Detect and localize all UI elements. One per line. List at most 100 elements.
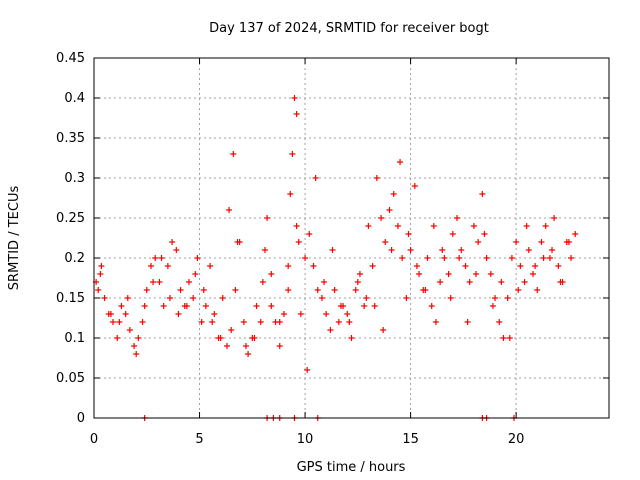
data-point <box>504 295 511 301</box>
data-point <box>390 191 397 197</box>
y-tick-label: 0.35 <box>56 131 85 146</box>
data-point <box>202 303 209 309</box>
data-point <box>386 207 393 213</box>
data-point <box>150 279 157 285</box>
data-point <box>323 311 330 317</box>
data-point <box>437 279 444 285</box>
data-point <box>306 231 313 237</box>
data-point <box>166 295 173 301</box>
data-point <box>500 335 507 341</box>
data-point <box>369 263 376 269</box>
data-point <box>192 271 199 277</box>
data-point <box>487 271 494 277</box>
data-point <box>156 279 163 285</box>
y-tick-label: 0 <box>77 411 85 426</box>
x-tick-label: 5 <box>195 432 203 447</box>
data-point <box>458 247 465 253</box>
data-point <box>310 263 317 269</box>
y-tick-label: 0.25 <box>56 211 85 226</box>
data-point <box>466 279 473 285</box>
data-point <box>175 311 182 317</box>
data-point <box>521 279 528 285</box>
data-point <box>403 295 410 301</box>
data-point <box>399 255 406 261</box>
data-point <box>194 255 201 261</box>
data-point <box>441 255 448 261</box>
data-point <box>198 319 205 325</box>
data-point <box>217 335 224 341</box>
data-point <box>424 255 431 261</box>
data-point <box>124 295 131 301</box>
data-point <box>413 263 420 269</box>
data-point <box>280 311 287 317</box>
data-point <box>268 303 275 309</box>
data-point <box>475 239 482 245</box>
data-point <box>454 215 461 221</box>
data-point <box>506 335 513 341</box>
data-point <box>388 247 395 253</box>
data-point <box>525 247 532 253</box>
data-point <box>285 287 292 293</box>
data-point <box>411 183 418 189</box>
data-point <box>354 279 361 285</box>
y-tick-label: 0.4 <box>64 91 85 106</box>
data-point <box>219 295 226 301</box>
data-point <box>158 255 165 261</box>
data-point <box>228 327 235 333</box>
x-tick-label: 0 <box>90 432 98 447</box>
data-point <box>177 287 184 293</box>
data-point <box>297 311 304 317</box>
data-point <box>337 303 344 309</box>
data-point <box>173 247 180 253</box>
data-point <box>164 263 171 269</box>
data-point <box>538 239 545 245</box>
x-axis-label: GPS time / hours <box>297 460 406 475</box>
data-point <box>209 319 216 325</box>
axis-ticks <box>93 57 609 419</box>
data-point <box>152 255 159 261</box>
data-point <box>98 263 105 269</box>
data-point <box>361 303 368 309</box>
data-point <box>114 335 121 341</box>
y-tick-label: 0.15 <box>56 291 85 306</box>
data-point <box>551 215 558 221</box>
data-point <box>289 151 296 157</box>
data-point <box>240 319 247 325</box>
data-point <box>232 287 239 293</box>
data-point <box>462 263 469 269</box>
x-tick-label: 10 <box>297 432 314 447</box>
data-point <box>513 239 520 245</box>
data-point <box>365 223 372 229</box>
data-point <box>492 295 499 301</box>
data-point <box>185 279 192 285</box>
data-point <box>407 247 414 253</box>
y-tick-label: 0.3 <box>64 171 85 186</box>
data-point <box>517 263 524 269</box>
data-point <box>470 223 477 229</box>
data-point <box>405 231 412 237</box>
data-point <box>226 207 233 213</box>
data-point <box>532 263 539 269</box>
data-point <box>257 319 264 325</box>
data-point <box>160 303 167 309</box>
data-point <box>568 255 575 261</box>
data-point <box>331 287 338 293</box>
data-point <box>295 239 302 245</box>
data-point <box>555 263 562 269</box>
data-point <box>445 271 452 277</box>
data-point <box>422 287 429 293</box>
y-tick-label: 0.05 <box>56 371 85 386</box>
data-point <box>378 215 385 221</box>
data-point <box>363 295 370 301</box>
data-point <box>135 335 142 341</box>
data-point <box>508 255 515 261</box>
data-point <box>314 287 321 293</box>
data-point <box>397 159 404 165</box>
data-point <box>481 231 488 237</box>
data-point <box>291 95 298 101</box>
data-point <box>107 311 114 317</box>
data-point <box>318 295 325 301</box>
data-point <box>498 279 505 285</box>
data-point <box>439 247 446 253</box>
data-point <box>327 327 334 333</box>
